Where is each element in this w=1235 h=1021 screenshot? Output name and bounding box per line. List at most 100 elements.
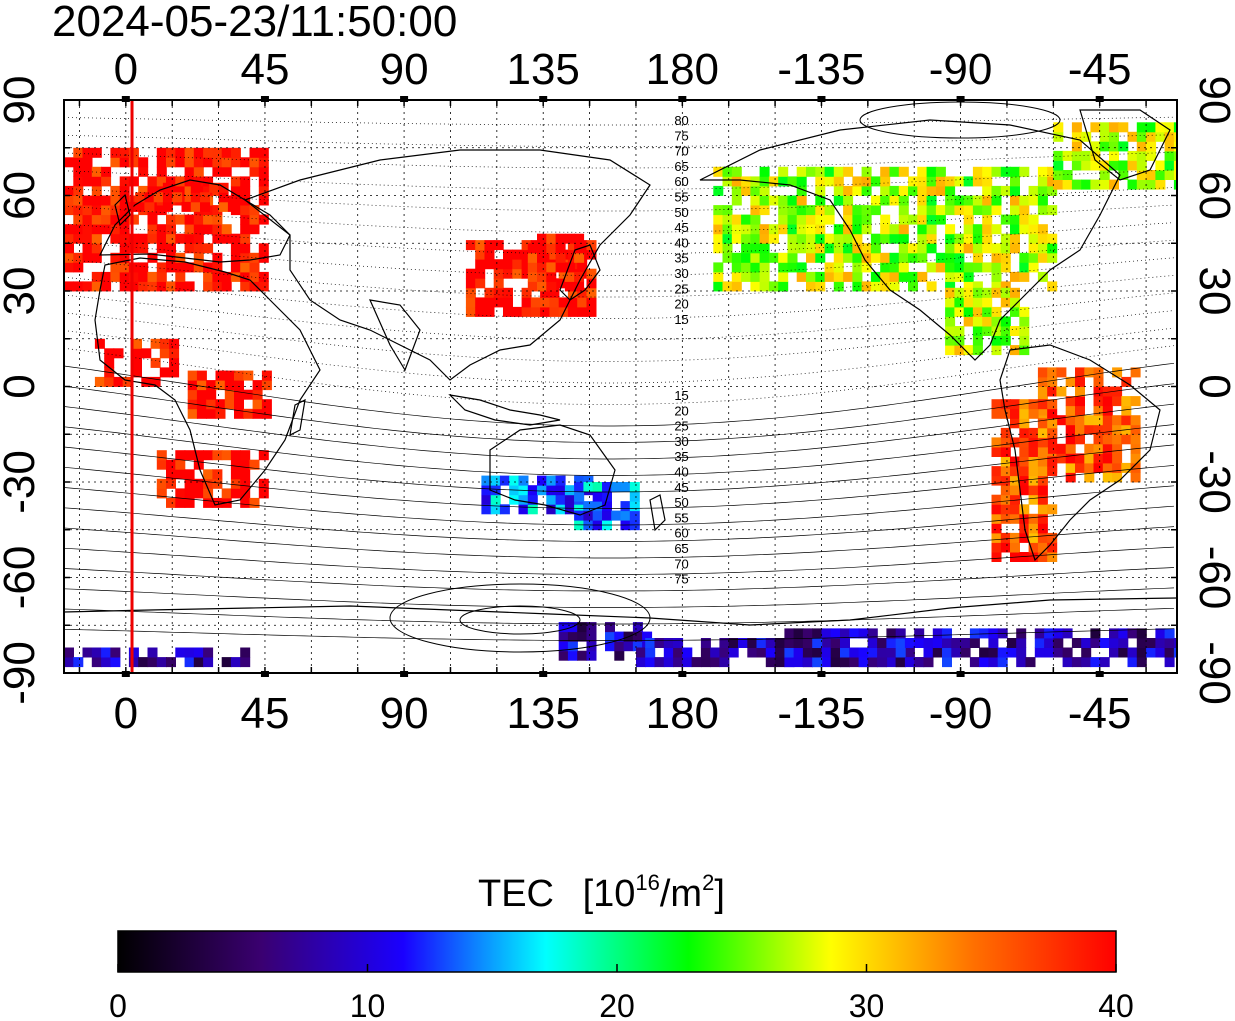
tec-cell: [1099, 122, 1110, 133]
tec-cell: [914, 657, 925, 668]
tec-cell: [750, 224, 761, 235]
tec-cell: [503, 306, 513, 317]
tec-cell: [592, 510, 603, 521]
tec-cell: [1037, 456, 1048, 467]
tec-cell: [1093, 434, 1104, 445]
tec-cell: [567, 631, 578, 642]
tec-cell: [991, 494, 1002, 505]
lat-label-right: 0: [1190, 374, 1235, 398]
coastline-uk: [114, 193, 131, 227]
tec-cell: [1037, 176, 1048, 187]
tec-cell: [203, 176, 214, 187]
coastlines: [64, 109, 1177, 626]
contour-line: [64, 465, 1175, 509]
tec-cell: [833, 224, 844, 235]
tec-cell: [230, 459, 241, 470]
tec-cell: [898, 252, 909, 263]
tec-cell: [540, 297, 551, 308]
tec-cell: [852, 214, 863, 225]
tec-cell: [1164, 657, 1175, 668]
tec-cell: [945, 176, 956, 187]
tec-cell: [982, 195, 993, 206]
major-tick: [678, 671, 687, 677]
tec-cell: [620, 482, 631, 492]
tec-cell: [1053, 638, 1064, 648]
tec-cell: [184, 478, 195, 489]
tec-cell: [880, 262, 891, 273]
tec-cell: [193, 647, 204, 658]
tec-cell: [1136, 657, 1147, 668]
tec-cell: [82, 205, 93, 216]
tec-cell: [221, 147, 232, 158]
tec-cell: [212, 469, 223, 480]
tec-cell: [1019, 195, 1030, 206]
tec-cell: [1109, 647, 1119, 658]
tec-cell: [972, 306, 983, 317]
tec-cell: [969, 638, 980, 648]
tec-cell: [722, 176, 733, 187]
tec-cell: [858, 628, 869, 639]
tec-cell: [1062, 179, 1073, 190]
tec-cell: [852, 262, 863, 273]
tec-cell: [537, 243, 547, 254]
tec-cell: [184, 657, 195, 668]
tec-cell: [750, 281, 761, 292]
tec-cell: [110, 224, 121, 235]
tec-cell: [963, 243, 974, 254]
tec-cell: [1047, 532, 1058, 543]
tec-cell: [1071, 131, 1082, 142]
tec-cell: [778, 166, 789, 177]
tec-cell: [527, 494, 538, 505]
tec-cell: [824, 243, 835, 254]
tec-cell: [793, 657, 804, 668]
tec-cell: [815, 166, 826, 177]
tec-cell: [945, 262, 956, 273]
tec-cell: [926, 233, 937, 244]
major-tick: [400, 671, 409, 677]
tec-cell: [793, 647, 804, 658]
lat-label-left: 0: [0, 374, 44, 398]
tec-cell: [203, 214, 214, 225]
latitude-labels-right: 90 60 30 0 -30 -60 -90: [1190, 76, 1235, 705]
tec-cell: [1007, 638, 1017, 648]
tec-cell: [1102, 462, 1113, 473]
tec-cell: [258, 185, 269, 196]
tec-cell: [555, 262, 566, 273]
tec-cell: [592, 482, 603, 492]
tec-cell: [82, 147, 93, 158]
tec-cell: [73, 157, 84, 168]
tec-cell: [101, 647, 112, 658]
tec-cell: [731, 271, 742, 282]
tec-cell: [230, 195, 241, 206]
tec-cell: [147, 281, 158, 292]
tec-cell: [240, 252, 251, 263]
tec-cell: [852, 185, 863, 196]
tec-cell: [567, 240, 578, 251]
tec-cell: [979, 657, 990, 668]
tec-cell: [493, 259, 504, 270]
tec-cell: [852, 271, 863, 282]
tec-cell: [1028, 224, 1039, 235]
lat-label-left: 30: [0, 267, 44, 316]
tec-data-layer: [64, 122, 1177, 668]
tec-cell: [722, 166, 733, 177]
tec-cell: [815, 243, 826, 254]
tec-cell: [1047, 552, 1058, 562]
major-tick: [956, 96, 965, 102]
tec-cell: [1019, 475, 1030, 486]
tec-cell: [206, 380, 217, 391]
tec-cell: [1065, 415, 1076, 426]
tec-cell: [567, 306, 578, 317]
tec-cell: [963, 281, 974, 292]
tec-cell: [141, 376, 152, 387]
tec-cell: [128, 281, 139, 292]
tec-cell: [193, 252, 204, 263]
tec-cell: [991, 345, 1002, 356]
tec-cell: [147, 224, 158, 235]
tec-cell: [156, 478, 167, 489]
tec-cell: [181, 201, 192, 212]
tec-cell: [750, 195, 761, 206]
major-tick: [400, 96, 409, 102]
tec-cell: [73, 185, 84, 196]
tec-cell: [537, 262, 547, 273]
